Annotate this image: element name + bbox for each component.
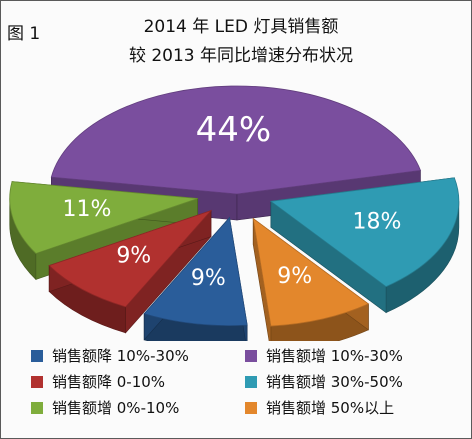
pie-slice-3-label: 9% (277, 264, 312, 289)
legend-label: 销售额降 10%-30% (52, 347, 189, 365)
legend-swatch (245, 349, 257, 362)
legend-item-4: 销售额增 30%-50% (245, 371, 403, 392)
pie-slice-3: 9% (252, 217, 370, 341)
pie-slice-6-label: 11% (62, 197, 111, 222)
legend-swatch (31, 401, 43, 414)
legend-label: 销售额增 10%-30% (266, 347, 403, 365)
pie-slice-4-label: 9% (191, 266, 226, 291)
legend-item-6: 销售额增 50%以上 (245, 397, 394, 418)
pie-slice-6-top (9, 181, 198, 254)
pie-slice-5-top (48, 209, 213, 308)
legend-label: 销售额增 30%-50% (266, 373, 403, 391)
pie-slice-6: 11% (9, 181, 199, 281)
legend-label: 销售额降 0-10% (52, 373, 166, 391)
pie-slice-5-label: 9% (116, 243, 151, 268)
exploded-3d-pie-chart: 44% 11% 18% 9% 9% 9% (9, 85, 460, 341)
pie-slice-5: 9% (48, 209, 213, 334)
pie-slice-4: 9% (143, 216, 248, 341)
legend-label: 销售额增 50%以上 (266, 399, 395, 417)
pie-slice-1-top (50, 85, 422, 195)
legend-swatch (31, 349, 43, 362)
legend-label: 销售额增 0%-10% (52, 399, 180, 417)
chart-title: 2014 年 LED 灯具销售额 较 2013 年同比增速分布状况 (61, 13, 421, 71)
legend-item-3: 销售额降 0-10% (31, 371, 165, 392)
legend-swatch (31, 375, 43, 388)
chart-title-line-2: 较 2013 年同比增速分布状况 (128, 46, 354, 66)
chart-title-line-1: 2014 年 LED 灯具销售额 (143, 17, 339, 37)
pie-slice-3-top (252, 217, 370, 327)
pie-slice-2-label: 18% (353, 210, 402, 235)
pie-slice-4-top (143, 216, 248, 326)
legend-item-1: 销售额降 10%-30% (31, 345, 189, 366)
legend-swatch (245, 375, 257, 388)
pie-slice-2: 18% (269, 177, 460, 314)
pie-slice-2-top (269, 177, 460, 288)
legend-item-5: 销售额增 0%-10% (31, 397, 179, 418)
legend-swatch (245, 401, 257, 414)
figure-label: 图 1 (7, 24, 41, 44)
pie-slice-1-label: 44% (196, 110, 272, 150)
legend-item-2: 销售额增 10%-30% (245, 345, 403, 366)
